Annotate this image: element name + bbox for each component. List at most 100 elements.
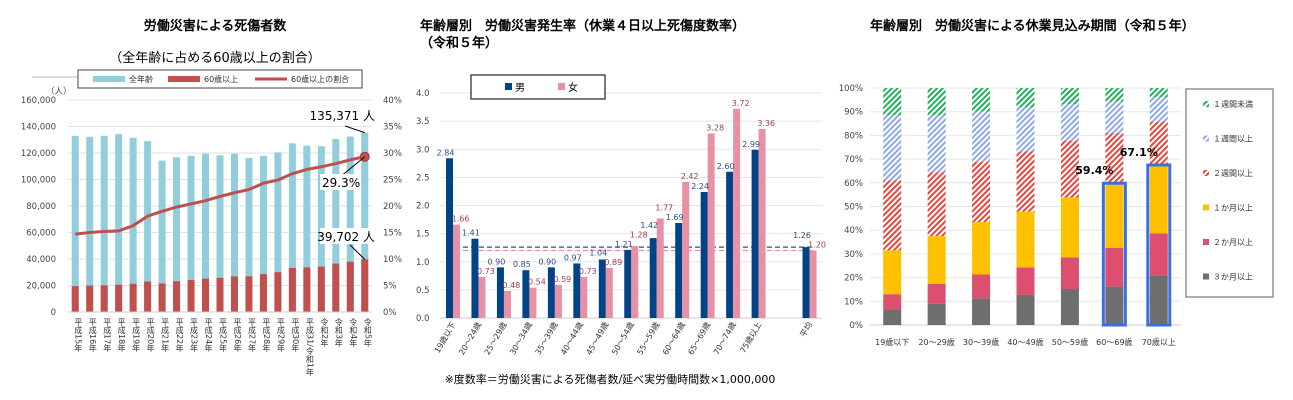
x-tick-label: 令和2年: [320, 317, 329, 348]
bar-male: [700, 192, 708, 318]
y-tick-label: 60,000: [26, 229, 56, 239]
bar-60-plus: [202, 278, 210, 312]
highlight-label: 59.4%: [1075, 164, 1113, 177]
y-tick-label: 70%: [844, 155, 863, 165]
stacked-segment: [1016, 294, 1035, 325]
x-tick-label: 平成26年: [233, 318, 242, 353]
bar-female: [503, 291, 511, 318]
data-label: 1.20: [808, 241, 826, 250]
x-tick-label: 19歳以下: [432, 320, 458, 355]
legend-label: ３か月以上: [1213, 273, 1253, 282]
bar-60-plus: [274, 272, 282, 312]
legend-label: 男: [515, 82, 525, 94]
bar-female: [478, 276, 486, 318]
data-label: 0.73: [579, 267, 597, 276]
bar-female: [529, 287, 537, 318]
stacked-segment: [1149, 88, 1168, 98]
annotation-leader: [339, 156, 366, 178]
stacked-segment: [1060, 257, 1079, 289]
x-tick-label: 19歳以下: [875, 337, 909, 347]
stacked-segment: [927, 115, 946, 173]
data-label: 2.60: [717, 162, 735, 171]
bar-male: [446, 158, 453, 318]
data-label: 1.41: [462, 229, 480, 238]
data-label: 2.84: [437, 148, 455, 157]
x-tick-label: 平成23年: [190, 318, 199, 353]
y-tick-label: 0.0: [416, 314, 430, 324]
annotation-60plus: 39,702 人: [317, 230, 375, 244]
bar-all-ages: [346, 136, 354, 312]
x-tick-label: 50～54歳: [609, 320, 636, 356]
bar-60-plus: [71, 286, 79, 312]
bar-female: [809, 250, 817, 318]
data-label: 3.28: [706, 124, 724, 133]
x-tick-label: 20～24歳: [456, 320, 483, 356]
stacked-segment: [883, 115, 902, 181]
legend-label: ２週間以上: [1213, 169, 1253, 178]
x-tick-label: 平成15年: [74, 318, 83, 353]
y-tick-label: 0%: [850, 321, 864, 331]
bar-all-ages: [158, 160, 166, 312]
stacked-segment: [1149, 97, 1168, 122]
legend-swatch: [93, 76, 125, 82]
stacked-segment: [1016, 267, 1035, 295]
data-label: 1.77: [655, 203, 673, 212]
bar-female: [707, 133, 715, 318]
y-tick-label: 4.0: [416, 89, 430, 99]
bar-male: [598, 259, 606, 318]
data-label: 3.72: [732, 99, 750, 108]
legend-label: 60歳以上: [204, 74, 238, 84]
y2-tick-label: 30%: [383, 149, 402, 159]
annotation-bg: [320, 174, 358, 190]
data-label: 0.59: [553, 275, 571, 284]
x-tick-label: 平成19年: [132, 318, 141, 353]
bar-male: [751, 149, 759, 318]
bar-60-plus: [129, 283, 137, 312]
x-tick-label: 令和3年: [334, 317, 343, 348]
x-tick-label: 35～39歳: [533, 320, 560, 356]
bar-60-plus: [303, 267, 311, 312]
annotation-total: 135,371 人: [310, 109, 375, 123]
chart3: 0% 10% 20% 30% 40% 50% 60% 70% 80% 90% 100% 19歳以下 20…: [839, 84, 1274, 347]
y-tick-label: 90%: [844, 108, 863, 118]
y-tick-label: 3.0: [416, 145, 430, 155]
data-label: 1.26: [793, 231, 811, 240]
annotation-bg: [320, 228, 376, 244]
data-label: 0.73: [477, 267, 495, 276]
bar-all-ages: [216, 155, 224, 312]
stacked-segment: [883, 309, 902, 325]
legend-label: １週間以上: [1213, 135, 1253, 144]
chart1-subtitle: （全年齢に占める60歳以上の割合）: [109, 50, 321, 66]
bar-male: [471, 238, 479, 318]
bar-all-ages: [274, 152, 282, 312]
stacked-segment: [927, 88, 946, 116]
bar-60-plus: [115, 284, 123, 312]
y-tick-label: 2.0: [416, 202, 430, 212]
y-tick-label: 3.5: [416, 117, 430, 127]
legend-swatch: [168, 76, 200, 82]
bar-male: [726, 171, 734, 318]
bar-all-ages: [86, 136, 94, 312]
legend-label: １か月以上: [1213, 204, 1253, 213]
data-label: 1.21: [615, 240, 633, 249]
stacked-segment: [1105, 101, 1124, 134]
stacked-segment: [1105, 133, 1124, 185]
bar-60-plus: [144, 281, 152, 312]
data-label: 1.04: [589, 248, 607, 257]
y-tick-label: 10%: [844, 297, 863, 307]
x-tick-label: 20～29歳: [918, 337, 954, 347]
ratio-line: [75, 155, 366, 236]
legend-label: １週間未満: [1213, 99, 1253, 109]
data-label: 0.97: [564, 253, 582, 262]
bar-all-ages: [332, 138, 340, 312]
bar-female: [453, 224, 460, 318]
stacked-segment: [1060, 88, 1079, 105]
y-tick-label: 100%: [839, 84, 863, 94]
data-label: 1.42: [640, 221, 658, 230]
x-tick-label: 平成27年: [247, 318, 256, 353]
data-label: 0.89: [604, 258, 622, 267]
stacked-segment: [1149, 121, 1168, 166]
y2-tick-label: 40%: [383, 96, 402, 106]
bar-all-ages: [144, 141, 152, 312]
x-tick-label: 平成17年: [103, 318, 112, 353]
